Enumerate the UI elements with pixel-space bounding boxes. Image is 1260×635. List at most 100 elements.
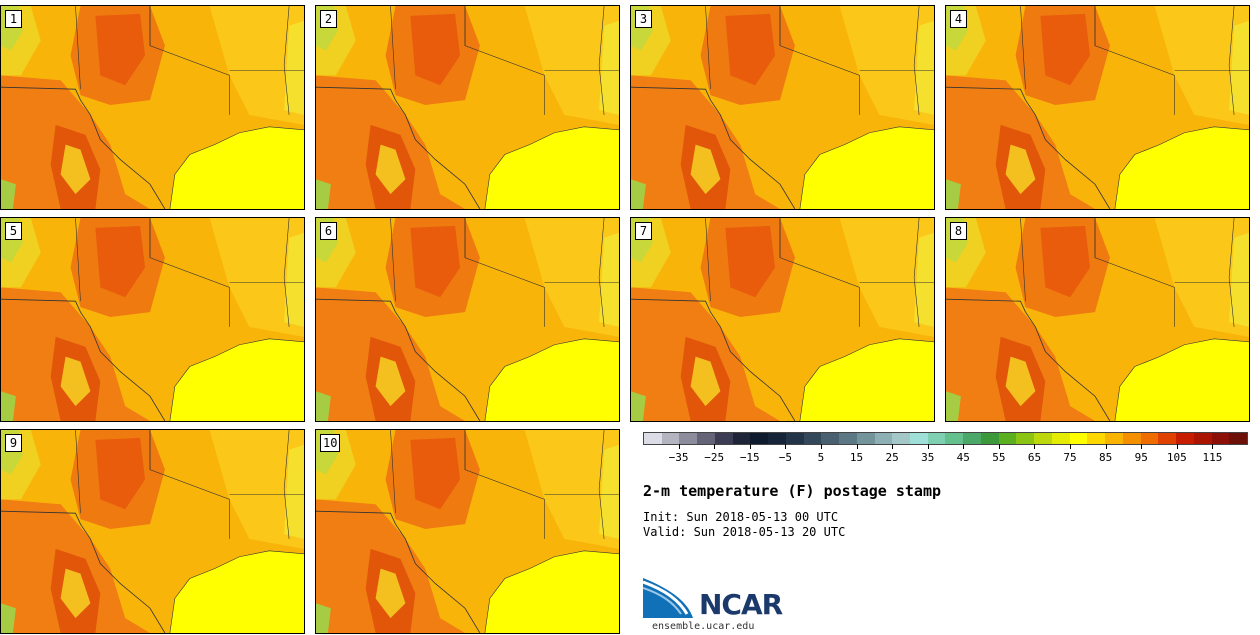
colorbar-swatch (856, 433, 875, 444)
colorbar-swatch (644, 433, 662, 444)
temperature-map (946, 6, 1249, 209)
colorbar-swatch (1211, 433, 1230, 444)
colorbar-tick (1141, 444, 1143, 449)
ensemble-member-panel-1: 1 (0, 5, 305, 210)
colorbar-tick-label: 45 (956, 451, 970, 464)
member-number: 2 (320, 10, 337, 28)
colorbar-swatch (768, 433, 786, 444)
colorbar-tick (856, 444, 858, 449)
colorbar-swatch (732, 433, 751, 444)
valid-time: Valid: Sun 2018-05-13 20 UTC (643, 525, 846, 539)
colorbar-swatch (1051, 433, 1070, 444)
ensemble-member-panel-6: 6 (315, 217, 620, 422)
colorbar-tick-label: −35 (668, 451, 689, 464)
colorbar-swatch (927, 433, 946, 444)
colorbar-ticks: −35 −25 −15 −5 5 15 25 35 45 55 65 75 85 95 105 115 (643, 444, 1248, 464)
member-number: 7 (635, 222, 652, 240)
ensemble-member-panel-3: 3 (630, 5, 935, 210)
temperature-map (1, 430, 304, 633)
colorbar-tick-label: 105 (1166, 451, 1187, 464)
temperature-map (631, 6, 934, 209)
logo-wordmark: NCAR (699, 588, 783, 621)
colorbar-tick (963, 444, 965, 449)
colorbar-tick-label: 5 (817, 451, 825, 464)
ensemble-member-panel-2: 2 (315, 5, 620, 210)
colorbar-tick-label: −25 (704, 451, 725, 464)
ensemble-member-panel-7: 7 (630, 217, 935, 422)
colorbar-swatch (1034, 433, 1052, 444)
colorbar-swatch (750, 433, 769, 444)
colorbar-swatch (1016, 433, 1035, 444)
colorbar-swatch (874, 433, 893, 444)
colorbar-tick-label: 35 (921, 451, 935, 464)
member-number: 6 (320, 222, 337, 240)
colorbar-tick-label: 85 (1099, 451, 1113, 464)
colorbar-tick (1105, 444, 1107, 449)
colorbar-tick-label: 65 (1027, 451, 1042, 464)
colorbar-tick (1212, 444, 1214, 449)
colorbar-tick (927, 444, 929, 449)
temperature-map (1, 218, 304, 421)
colorbar-tick-label: 15 (849, 451, 864, 464)
colorbar-swatch (679, 433, 698, 444)
colorbar-tick-label: 95 (1134, 451, 1148, 464)
colorbar-swatch (1193, 433, 1212, 444)
ensemble-member-panel-5: 5 (0, 217, 305, 422)
colorbar-swatch (1229, 433, 1247, 444)
colorbar-tick (1034, 444, 1036, 449)
colorbar-tick-label: 25 (885, 451, 899, 464)
chart-title: 2-m temperature (F) postage stamp (643, 482, 942, 500)
colorbar-swatch (697, 433, 715, 444)
ensemble-member-panel-4: 4 (945, 5, 1250, 210)
colorbar-tick (678, 444, 680, 449)
member-number: 3 (635, 10, 652, 28)
temperature-map (316, 430, 619, 633)
colorbar-tick-label: 115 (1202, 451, 1223, 464)
colorbar-swatch (1140, 433, 1159, 444)
ensemble-member-panel-9: 9 (0, 429, 305, 634)
colorbar-swatch (803, 433, 822, 444)
member-number: 8 (950, 222, 967, 240)
member-number: 9 (5, 434, 22, 452)
temperature-map (631, 218, 934, 421)
colorbar-tick (1070, 444, 1072, 449)
colorbar-swatch (714, 433, 733, 444)
temperature-map (946, 218, 1249, 421)
temperature-map (316, 218, 619, 421)
colorbar-swatch (945, 433, 964, 444)
logo-url: ensemble.ucar.edu (652, 621, 755, 632)
colorbar-swatch (1158, 433, 1177, 444)
colorbar-tick-label: −5 (778, 451, 792, 464)
colorbar-swatch (821, 433, 840, 444)
member-number: 10 (320, 434, 341, 452)
colorbar-tick-label: 75 (1063, 451, 1077, 464)
colorbar-swatch (1087, 433, 1106, 444)
colorbar-swatch (910, 433, 928, 444)
colorbar-swatch (980, 433, 999, 444)
ncar-logo-icon (643, 578, 693, 618)
colorbar-swatch (1176, 433, 1194, 444)
temperature-colorbar (643, 432, 1248, 445)
temperature-map (1, 6, 304, 209)
colorbar-swatch (1069, 433, 1088, 444)
colorbar-tick (820, 444, 822, 449)
colorbar-tick (1176, 444, 1178, 449)
colorbar-tick (785, 444, 787, 449)
colorbar-swatch (1122, 433, 1141, 444)
colorbar-swatch (892, 433, 911, 444)
colorbar-tick-label: 55 (992, 451, 1006, 464)
member-number: 4 (950, 10, 967, 28)
ensemble-member-panel-8: 8 (945, 217, 1250, 422)
colorbar-tick (749, 444, 751, 449)
colorbar-tick-label: −15 (739, 451, 760, 464)
colorbar-swatch (963, 433, 981, 444)
colorbar-tick (714, 444, 716, 449)
temperature-map (316, 6, 619, 209)
colorbar-swatch (1105, 433, 1123, 444)
init-time: Init: Sun 2018-05-13 00 UTC (643, 510, 839, 524)
colorbar-swatch (785, 433, 804, 444)
member-number: 1 (5, 10, 22, 28)
colorbar-swatch (839, 433, 857, 444)
colorbar-tick (998, 444, 1000, 449)
colorbar-swatch (661, 433, 680, 444)
